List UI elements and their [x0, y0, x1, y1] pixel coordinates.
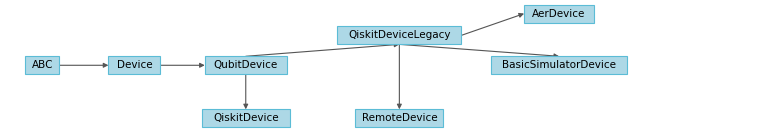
Text: QiskitDevice: QiskitDevice: [213, 113, 279, 123]
FancyBboxPatch shape: [337, 26, 462, 44]
FancyBboxPatch shape: [356, 109, 443, 127]
FancyBboxPatch shape: [108, 56, 161, 74]
Text: RemoteDevice: RemoteDevice: [362, 113, 437, 123]
Text: ABC: ABC: [31, 60, 53, 70]
FancyBboxPatch shape: [202, 109, 290, 127]
FancyBboxPatch shape: [524, 5, 594, 23]
Text: Device: Device: [117, 60, 152, 70]
FancyBboxPatch shape: [25, 56, 59, 74]
Text: AerDevice: AerDevice: [532, 9, 586, 19]
Text: QubitDevice: QubitDevice: [214, 60, 278, 70]
FancyBboxPatch shape: [205, 56, 286, 74]
FancyBboxPatch shape: [491, 56, 627, 74]
Text: QiskitDeviceLegacy: QiskitDeviceLegacy: [348, 30, 451, 40]
Text: BasicSimulatorDevice: BasicSimulatorDevice: [502, 60, 616, 70]
